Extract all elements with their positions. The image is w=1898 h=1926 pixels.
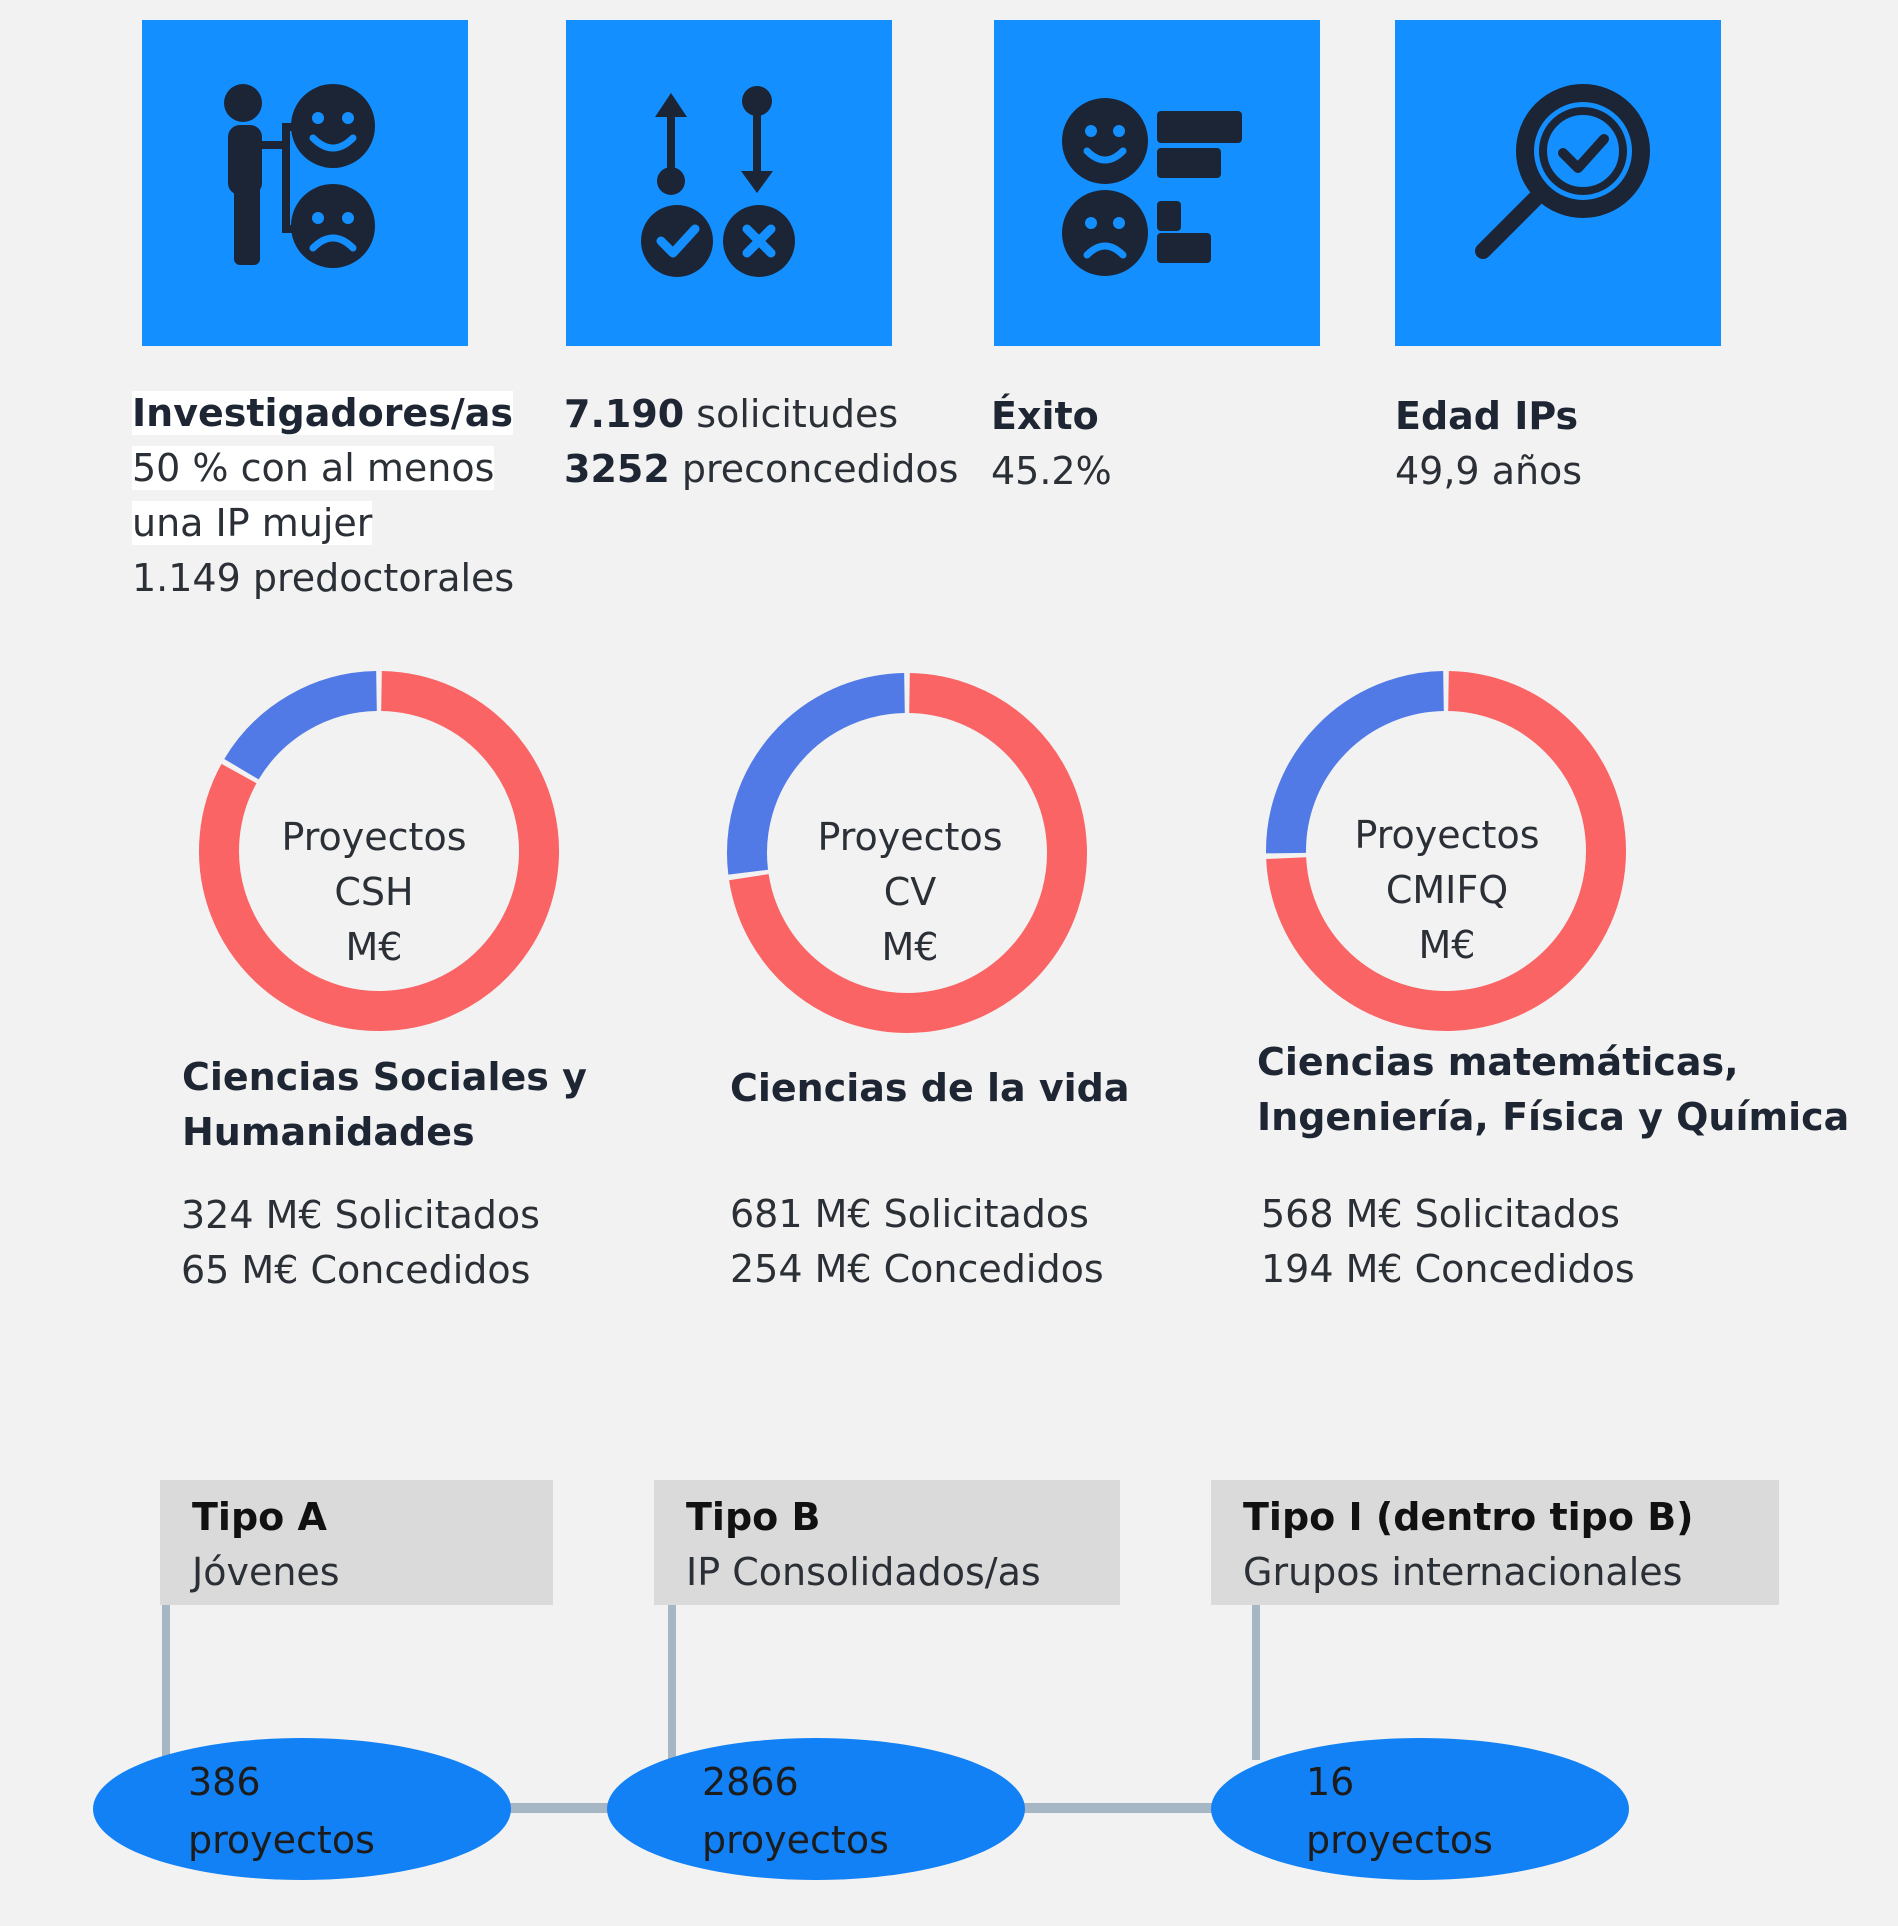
amounts-cv: 681 M€ Solicitados 254 M€ Concedidos [730,1187,1104,1297]
stat-label: solicitudes [684,392,899,436]
stat-value: 3252 [564,447,670,491]
count-value: 16 [1306,1760,1355,1804]
count-value: 386 [188,1760,261,1804]
tile-exito [994,20,1320,346]
tile-investigadores [142,20,468,346]
area-title-csh: Ciencias Sociales y Humanidades [182,1050,587,1160]
count-text: 16 proyectos [1306,1753,1493,1869]
stat-title: Edad IPs [1395,394,1579,438]
stat-value: 45.2% [991,449,1112,493]
donut-cv [727,673,1087,1033]
donut-label-line: Proyectos [281,815,467,859]
timeline-line [508,1803,620,1813]
tile-edad [1395,20,1721,346]
donut-label-line: M€ [345,925,403,969]
stat-exito: Éxito 45.2% [991,389,1112,499]
donut-slice-solicitados [729,673,1087,1033]
stat-solicitudes: 7.190 solicitudes 3252 preconcedidos [564,387,958,497]
stat-line: 50 % con al menos [132,446,495,490]
area-title-line: Ciencias matemáticas, [1257,1040,1739,1084]
tile-solicitudes [566,20,892,346]
donut-label-line: Proyectos [817,815,1003,859]
tipo-desc: Grupos internacionales [1243,1550,1683,1594]
donut-slice-concedidos [727,673,906,875]
magnifier-check-icon [1475,84,1650,259]
stat-edad: Edad IPs 49,9 años [1395,389,1582,499]
stat-value: 49,9 años [1395,449,1583,493]
amounts-cmifq: 568 M€ Solicitados 194 M€ Concedidos [1261,1187,1635,1297]
donut-slice-solicitados [199,671,559,1031]
tipo-b-count: 2866 proyectos [607,1738,1025,1880]
tipo-a-box: Tipo A Jóvenes [160,1480,553,1605]
researcher-feedback-icon [224,84,375,268]
donut-label-line: CV [883,870,937,914]
stat-title: Éxito [991,394,1099,438]
amount-concedidos: 254 M€ Concedidos [730,1247,1104,1291]
donut-label-line: CMIFQ [1385,868,1509,912]
donut-label-line: M€ [881,925,939,969]
connector-line [1252,1605,1260,1760]
donut-label-line: M€ [1418,923,1476,967]
donut-center-label: Proyectos CMIFQ M€ [1327,808,1567,973]
connector-line [162,1605,170,1760]
area-title-line: Ingeniería, Física y Química [1257,1095,1850,1139]
stat-title: Investigadores/as [132,391,513,435]
tipo-a-count: 386 proyectos [93,1738,511,1880]
count-value: 2866 [702,1760,799,1804]
tipo-name: Tipo I (dentro tipo B) [1243,1495,1694,1539]
stat-investigadores: Investigadores/as 50 % con al menos una … [132,386,514,606]
amount-solicitados: 568 M€ Solicitados [1261,1192,1620,1236]
connector-line [668,1605,676,1760]
amount-concedidos: 65 M€ Concedidos [181,1248,531,1292]
donut-cmifq [1266,671,1626,1031]
amount-solicitados: 324 M€ Solicitados [181,1193,540,1237]
donut-slice-solicitados [1266,671,1626,1031]
tipo-i-box: Tipo I (dentro tipo B) Grupos internacio… [1211,1480,1779,1605]
approve-reject-icon [641,86,795,277]
count-unit: proyectos [1306,1818,1493,1862]
timeline-line [1006,1803,1216,1813]
area-title-cmifq: Ciencias matemáticas, Ingeniería, Física… [1257,1035,1849,1145]
count-unit: proyectos [702,1818,889,1862]
tipo-b-box: Tipo B IP Consolidados/as [654,1480,1120,1605]
count-text: 386 proyectos [188,1753,375,1869]
tipo-desc: IP Consolidados/as [686,1550,1041,1594]
stat-line: una IP mujer [132,501,373,545]
count-unit: proyectos [188,1818,375,1862]
stat-label: preconcedidos [669,447,959,491]
area-title-cv: Ciencias de la vida [730,1066,1130,1110]
area-title-line: Humanidades [182,1110,475,1154]
area-title-line: Ciencias Sociales y [182,1055,587,1099]
stat-value: 7.190 [564,392,685,436]
count-text: 2866 proyectos [702,1753,889,1869]
donut-slice-concedidos [224,671,378,780]
amount-solicitados: 681 M€ Solicitados [730,1192,1089,1236]
tipo-name: Tipo B [686,1495,821,1539]
stat-line: 1.149 predoctorales [132,556,515,600]
tipo-name: Tipo A [192,1495,327,1539]
donut-center-label: Proyectos CV M€ [790,810,1030,975]
tipo-i-count: 16 proyectos [1211,1738,1629,1880]
success-rating-icon [1062,98,1242,276]
donut-slice-concedidos [1266,671,1445,854]
donut-csh [199,671,559,1031]
amount-concedidos: 194 M€ Concedidos [1261,1247,1635,1291]
donut-center-label: Proyectos CSH M€ [254,810,494,975]
amounts-csh: 324 M€ Solicitados 65 M€ Concedidos [181,1188,540,1298]
donut-label-line: CSH [334,870,414,914]
tipo-desc: Jóvenes [192,1550,340,1594]
donut-label-line: Proyectos [1354,813,1540,857]
